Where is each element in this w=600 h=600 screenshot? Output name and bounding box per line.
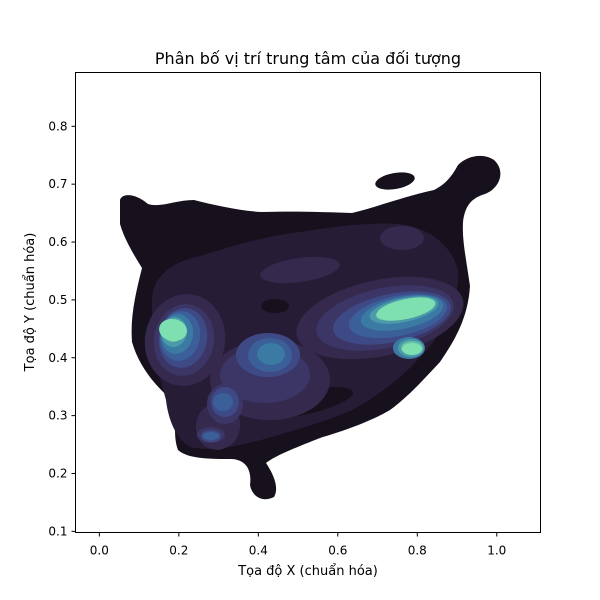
y-tick-label: 0.2 [48, 466, 67, 480]
y-tick-label: 0.7 [48, 177, 67, 191]
y-axis: 0.1 0.2 0.3 0.4 0.5 0.6 0.7 0.8 [48, 119, 76, 538]
y-tick-label: 0.5 [48, 293, 67, 307]
density-low-hole-inner [261, 299, 289, 313]
x-tick-label: 0.4 [249, 544, 268, 558]
density-level-2-upper [380, 226, 424, 250]
density-peak-right [376, 297, 436, 321]
y-tick-label: 0.8 [48, 119, 67, 133]
density-peak-left [159, 318, 187, 342]
x-tick-label: 1.0 [487, 544, 506, 558]
y-axis-label: Tọa độ Y (chuẩn hóa) [23, 233, 38, 373]
x-axis-label: Tọa độ X (chuẩn hóa) [237, 564, 378, 579]
density-level-6-center [257, 343, 285, 365]
y-tick-label: 0.6 [48, 235, 67, 249]
x-tick-label: 0.0 [90, 544, 109, 558]
density-peak-right-lower [402, 343, 422, 355]
x-tick-label: 0.8 [408, 544, 427, 558]
density-contours [120, 155, 501, 500]
density-level-0-island [375, 172, 415, 190]
y-tick-label: 0.1 [48, 524, 67, 538]
chart-title: Phân bố vị trí trung tâm của đối tượng [155, 49, 461, 68]
x-axis: 0.0 0.2 0.4 0.6 0.8 1.0 [90, 532, 506, 558]
x-tick-label: 0.2 [169, 544, 188, 558]
y-tick-label: 0.3 [48, 409, 67, 423]
x-tick-label: 0.6 [328, 544, 347, 558]
y-tick-label: 0.4 [48, 351, 67, 365]
plot-area [75, 72, 541, 533]
plot-frame [75, 72, 541, 533]
density-level-5-lower [213, 393, 233, 411]
density-level-5-bottom [203, 432, 219, 440]
density-level-2-band [260, 256, 340, 284]
